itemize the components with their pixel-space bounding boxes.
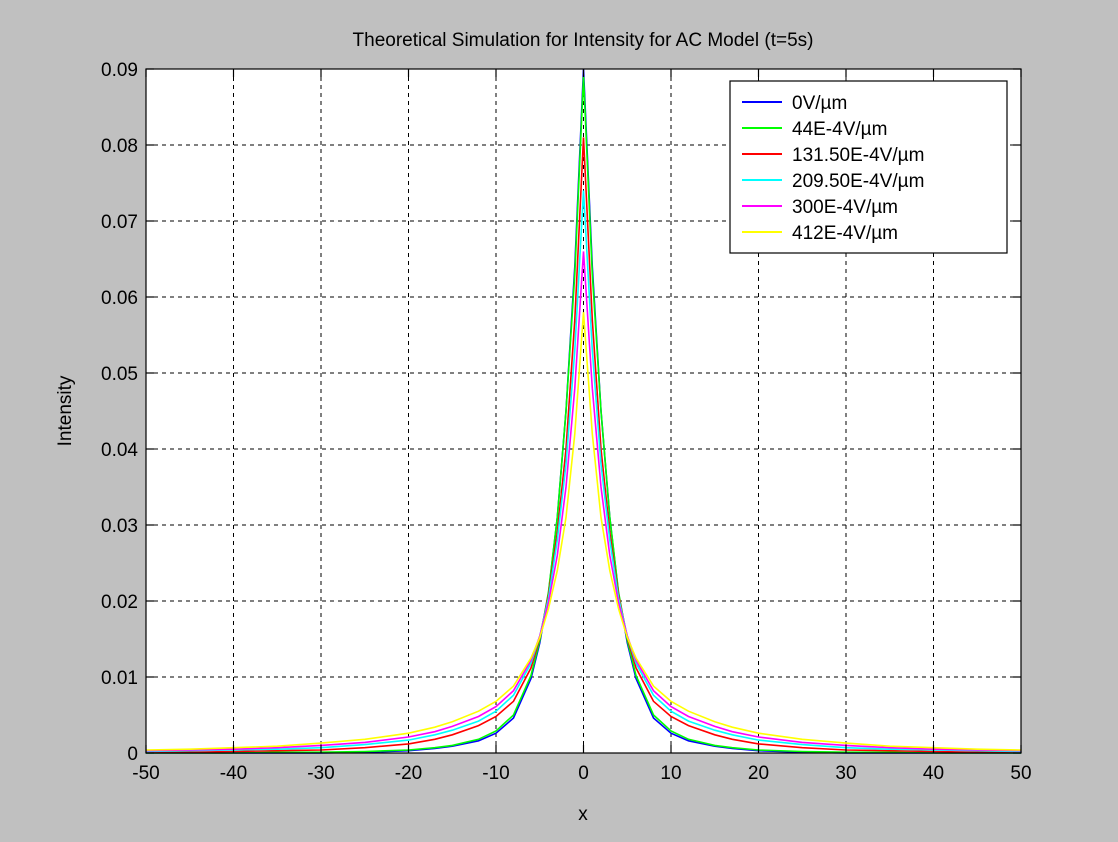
x-tick-label: -40 xyxy=(220,763,247,784)
y-tick-label: 0.08 xyxy=(101,136,138,157)
y-tick-label: 0.03 xyxy=(101,516,138,537)
legend-label-4: 209.50E-4V/µm xyxy=(792,171,924,192)
legend-label-6: 412E-4V/µm xyxy=(792,223,898,244)
y-tick-label: 0.02 xyxy=(101,592,138,613)
y-tick-label: 0.04 xyxy=(101,440,138,461)
x-tick-label: 20 xyxy=(748,763,769,784)
series-line-4 xyxy=(145,190,1022,753)
x-axis-label: x xyxy=(578,804,588,825)
legend-label-1: 0V/µm xyxy=(792,93,847,114)
x-tick-label: -20 xyxy=(395,763,422,784)
y-tick-label: 0.06 xyxy=(101,288,138,309)
x-tick-label: 30 xyxy=(835,763,856,784)
y-tick-label: 0 xyxy=(127,744,138,765)
legend-label-5: 300E-4V/µm xyxy=(792,197,898,218)
series-line-3 xyxy=(146,137,1021,754)
x-tick-label: -10 xyxy=(482,763,509,784)
axis-ticks: -50 -40 -30 -20 -10 0 10 20 30 40 50 0 0.01 0.02 0.03 0… xyxy=(101,60,1032,784)
series-line-6 xyxy=(145,312,1022,751)
y-tick-label: 0.05 xyxy=(101,364,138,385)
legend-box xyxy=(729,80,1008,254)
legend: 0V/µm 44E-4V/µm 131.50E-4V/µm 209.50E-4V/µm… xyxy=(729,80,1008,254)
x-tick-label: 50 xyxy=(1010,763,1031,784)
y-tick-label: 0.09 xyxy=(101,60,138,81)
series-line-5 xyxy=(145,251,1022,752)
x-tick-label: -30 xyxy=(307,763,334,784)
legend-label-2: 44E-4V/µm xyxy=(792,119,887,140)
x-tick-label: 40 xyxy=(923,763,944,784)
chart-title: Theoretical Simulation for Intensity for… xyxy=(353,30,814,51)
y-axis-label: Intensity xyxy=(55,375,76,446)
y-tick-label: 0.01 xyxy=(101,668,138,689)
legend-label-3: 131.50E-4V/µm xyxy=(792,145,924,166)
x-tick-label: 10 xyxy=(660,763,681,784)
x-tick-label: 0 xyxy=(578,763,589,784)
y-tick-label: 0.07 xyxy=(101,212,138,233)
x-tick-label: -50 xyxy=(132,763,159,784)
